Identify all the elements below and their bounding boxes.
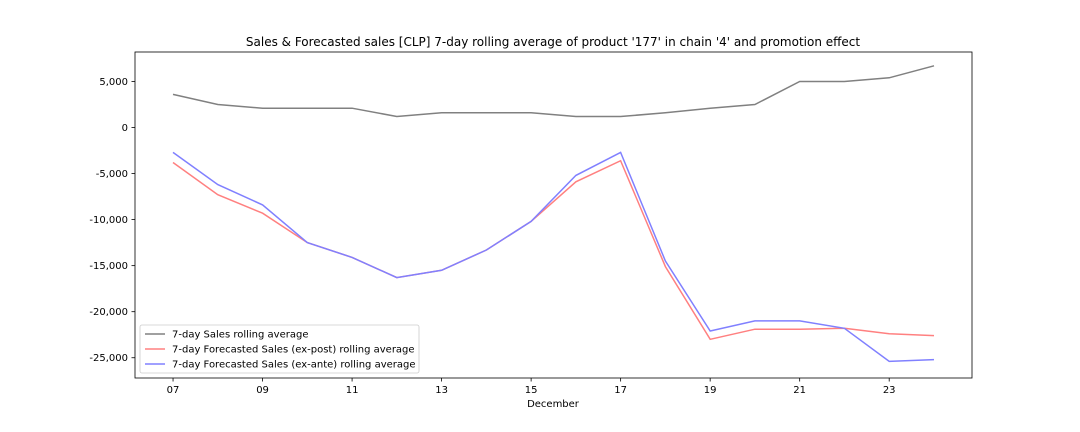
plot-area-frame xyxy=(134,51,973,379)
y-tick-label: -20,000 xyxy=(89,307,128,318)
x-tick-label: 21 xyxy=(793,385,806,396)
series-line-3 xyxy=(172,151,935,363)
x-axis: 07 09 11 13 15 17 19 21 23 xyxy=(167,378,896,396)
y-axis: 5,000 0 -5,000 -10,000 -15,000 -20,000 -25,000 xyxy=(89,77,135,364)
series-line-1 xyxy=(172,65,935,118)
y-tick-label: -15,000 xyxy=(89,261,128,272)
x-tick-label: 09 xyxy=(256,385,269,396)
y-tick-label: -25,000 xyxy=(89,353,128,364)
y-tick-label: -10,000 xyxy=(89,215,128,226)
x-tick-label: 15 xyxy=(525,385,538,396)
legend-label-2: 7-day Forecasted Sales (ex-post) rolling… xyxy=(172,345,415,356)
legend-label-1: 7-day Sales rolling average xyxy=(172,330,308,341)
series-layer xyxy=(172,65,935,363)
x-tick-label: 13 xyxy=(435,385,448,396)
x-axis-label: December xyxy=(527,399,580,410)
y-tick-label: -5,000 xyxy=(96,169,128,180)
series-line-2 xyxy=(172,159,935,341)
x-tick-label: 23 xyxy=(883,385,896,396)
x-tick-label: 19 xyxy=(704,385,717,396)
x-tick-label: 11 xyxy=(346,385,359,396)
y-tick-label: 0 xyxy=(122,123,128,134)
y-tick-label: 5,000 xyxy=(99,77,128,88)
legend-label-3: 7-day Forecasted Sales (ex-ante) rolling… xyxy=(172,360,416,371)
x-tick-label: 17 xyxy=(614,385,627,396)
legend: 7-day Sales rolling average 7-day Forecas… xyxy=(139,324,420,374)
x-tick-label: 07 xyxy=(167,385,180,396)
chart-title: Sales & Forecasted sales [CLP] 7-day rol… xyxy=(246,35,860,49)
legend-box xyxy=(139,324,420,374)
